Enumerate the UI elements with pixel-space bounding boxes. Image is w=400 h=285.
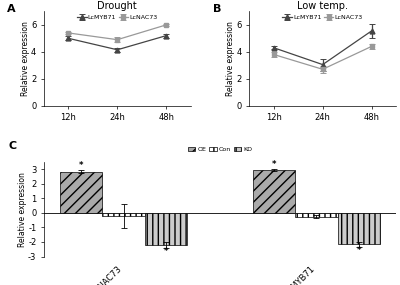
Bar [338, 213, 380, 244]
Text: *: * [79, 161, 84, 170]
Text: B: B [213, 4, 221, 14]
Title: Low temp.: Low temp. [297, 1, 348, 11]
Text: *: * [164, 247, 168, 256]
Y-axis label: Relative expression: Relative expression [226, 21, 235, 96]
Bar [253, 170, 295, 213]
Legend: LcMYB71, LcNAC73: LcMYB71, LcNAC73 [75, 12, 160, 23]
Text: C: C [9, 141, 17, 152]
Bar [145, 213, 187, 245]
Bar [60, 172, 102, 213]
Y-axis label: Relative expression: Relative expression [18, 172, 26, 247]
Text: A: A [7, 4, 16, 14]
Bar [295, 213, 338, 217]
Legend: OE, Con, KD: OE, Con, KD [185, 144, 255, 155]
Text: *: * [356, 246, 361, 255]
Title: Drought: Drought [98, 1, 137, 11]
Bar [102, 213, 145, 216]
Text: *: * [272, 160, 276, 169]
Legend: LcMYB71, LcNAC73: LcMYB71, LcNAC73 [280, 12, 365, 23]
Y-axis label: Relative expression: Relative expression [20, 21, 30, 96]
